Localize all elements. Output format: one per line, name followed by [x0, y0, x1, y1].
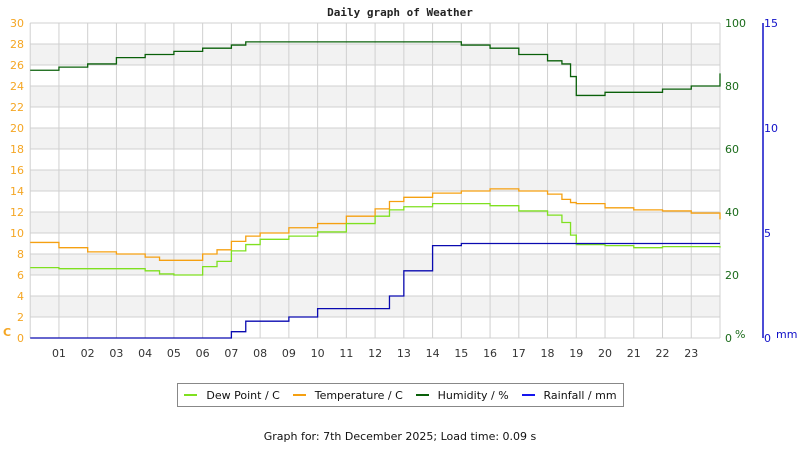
- legend-item-humidity: Humidity / %: [415, 388, 509, 402]
- tick-label: 17: [512, 347, 526, 360]
- tick-label: 09: [282, 347, 296, 360]
- tick-label: 80: [725, 80, 739, 93]
- tick-label: 10: [10, 227, 24, 240]
- tick-label: 40: [725, 206, 739, 219]
- tick-label: 24: [10, 80, 24, 93]
- tick-label: 60: [725, 143, 739, 156]
- tick-label: 06: [196, 347, 210, 360]
- hour-axis-ticks: 01 02 03 04 05 06 07 08 09 10 11 12 13 14 15 16 17 18 19 20…: [52, 347, 698, 360]
- tick-label: 22: [656, 347, 670, 360]
- tick-label: 02: [81, 347, 95, 360]
- tick-label: 14: [10, 185, 24, 198]
- dew-point-swatch: [184, 394, 198, 396]
- tick-label: 30: [10, 17, 24, 30]
- tick-label: 16: [10, 164, 24, 177]
- tick-label: 15: [454, 347, 468, 360]
- chart-legend: Dew Point / C Temperature / C Humidity /…: [177, 383, 624, 407]
- temperature-unit-label: C: [3, 326, 11, 339]
- tick-label: 20: [10, 122, 24, 135]
- rainfall-unit-label: mm: [776, 328, 797, 341]
- chart-title: Daily graph of Weather: [327, 6, 473, 19]
- data-series: [30, 41, 721, 339]
- tick-label: 6: [17, 269, 24, 282]
- tick-label: 22: [10, 101, 24, 114]
- legend-label: Temperature / C: [314, 388, 403, 402]
- legend-item-rainfall: Rainfall / mm: [521, 388, 617, 402]
- tick-label: 20: [725, 269, 739, 282]
- tick-label: 14: [426, 347, 440, 360]
- tick-label: 07: [224, 347, 238, 360]
- legend-label: Humidity / %: [437, 388, 509, 402]
- tick-label: 04: [138, 347, 152, 360]
- humidity-axis-ticks: 0 20 40 60 80 100: [725, 17, 746, 345]
- tick-label: 23: [684, 347, 698, 360]
- tick-label: 28: [10, 38, 24, 51]
- tick-label: 10: [311, 347, 325, 360]
- tick-label: 05: [167, 347, 181, 360]
- tick-label: 11: [339, 347, 353, 360]
- rainfall-swatch: [521, 394, 535, 396]
- temperature-line: [30, 188, 721, 261]
- humidity-swatch: [415, 394, 429, 396]
- temperature-swatch: [292, 394, 306, 396]
- tick-label: 21: [627, 347, 641, 360]
- tick-label: 18: [541, 347, 555, 360]
- legend-item-temperature: Temperature / C: [292, 388, 403, 402]
- tick-label: 100: [725, 17, 746, 30]
- tick-label: 0: [725, 332, 732, 345]
- legend-label: Rainfall / mm: [543, 388, 617, 402]
- dew-point-line: [30, 202, 721, 276]
- tick-label: 4: [17, 290, 24, 303]
- rainfall-axis-ticks: 0 5 10 15: [764, 17, 778, 345]
- humidity-unit-label: %: [735, 328, 745, 341]
- tick-label: 01: [52, 347, 66, 360]
- tick-label: 13: [397, 347, 411, 360]
- tick-label: 8: [17, 248, 24, 261]
- tick-label: 2: [17, 311, 24, 324]
- tick-label: 12: [10, 206, 24, 219]
- tick-label: 5: [764, 227, 771, 240]
- legend-item-dew-point: Dew Point / C: [184, 388, 280, 402]
- tick-label: 16: [483, 347, 497, 360]
- tick-label: 12: [368, 347, 382, 360]
- tick-label: 19: [569, 347, 583, 360]
- tick-label: 03: [109, 347, 123, 360]
- tick-label: 0: [17, 332, 24, 345]
- tick-label: 08: [253, 347, 267, 360]
- tick-label: 20: [598, 347, 612, 360]
- tick-label: 26: [10, 59, 24, 72]
- humidity-line: [30, 41, 721, 97]
- rainfall-line: [30, 242, 720, 339]
- tick-label: 10: [764, 122, 778, 135]
- tick-label: 15: [764, 17, 778, 30]
- legend-label: Dew Point / C: [206, 388, 280, 402]
- tick-label: 0: [764, 332, 771, 345]
- graph-footer: Graph for: 7th December 2025; Load time:…: [263, 430, 537, 443]
- tick-label: 18: [10, 143, 24, 156]
